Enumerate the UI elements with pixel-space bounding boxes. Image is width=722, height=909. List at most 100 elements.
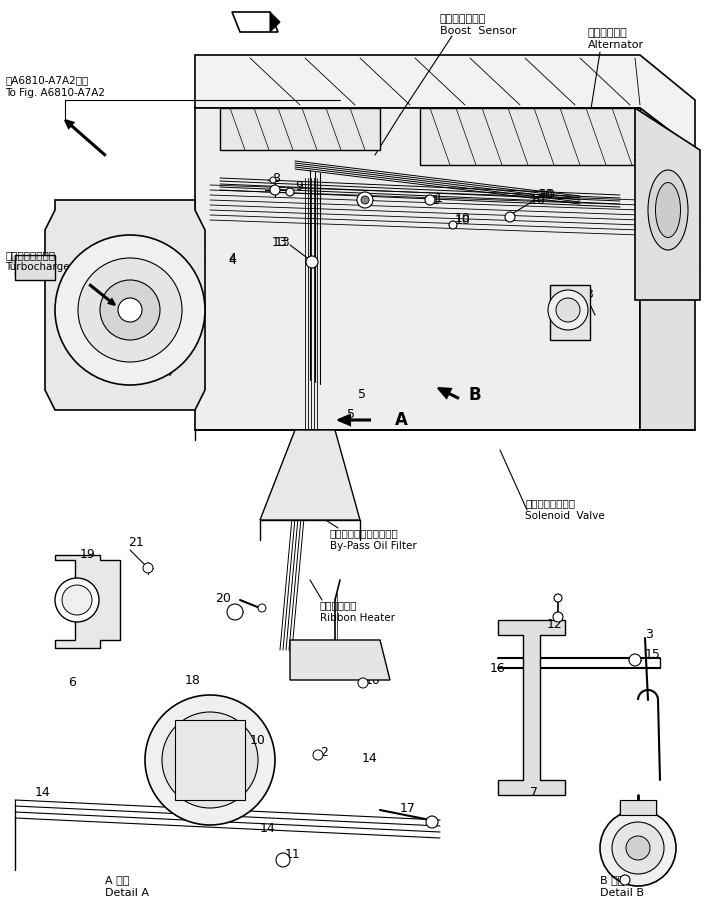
Text: 17: 17 [400,802,416,814]
Polygon shape [260,430,360,520]
Text: ターボチャージャ: ターボチャージャ [5,250,55,260]
Polygon shape [550,285,590,340]
Text: Turbocharger: Turbocharger [5,262,74,272]
Text: Alternator: Alternator [588,40,644,50]
Circle shape [78,258,182,362]
Text: ソレノイドバルブ: ソレノイドバルブ [525,498,575,508]
Text: 7: 7 [530,786,538,800]
Text: 14: 14 [362,752,378,764]
Text: 10: 10 [250,734,266,746]
Circle shape [270,177,276,183]
Polygon shape [635,108,700,300]
Text: Boost  Sensor: Boost Sensor [440,26,516,36]
Circle shape [554,594,562,602]
Text: 4: 4 [228,254,236,266]
Text: 9: 9 [295,179,303,193]
Circle shape [276,853,290,867]
Text: 14: 14 [35,786,51,800]
Text: Detail B: Detail B [600,888,644,898]
Circle shape [629,654,641,666]
Circle shape [306,256,318,268]
Text: バイパスオイルフィルタ: バイパスオイルフィルタ [330,528,399,538]
Polygon shape [290,640,390,680]
Polygon shape [55,555,120,648]
Text: 5: 5 [358,388,366,402]
Text: B: B [468,386,481,404]
FancyArrow shape [90,285,115,305]
Text: 19: 19 [80,548,96,562]
Circle shape [612,822,664,874]
FancyArrow shape [338,415,370,425]
Text: 18: 18 [185,674,201,686]
Text: 10: 10 [365,674,381,686]
Text: A 詳細: A 詳細 [105,875,129,885]
Polygon shape [220,108,380,150]
Text: Ribbon Heater: Ribbon Heater [320,613,395,623]
FancyArrow shape [65,120,105,155]
Circle shape [626,836,650,860]
Text: 14: 14 [152,366,168,379]
Text: オルタネータ: オルタネータ [588,28,627,38]
Text: 12: 12 [547,618,563,632]
Text: To Fig. A6810-A7A2: To Fig. A6810-A7A2 [5,88,105,98]
Text: 4: 4 [228,252,236,265]
Text: 14: 14 [158,365,174,378]
Text: 11: 11 [285,848,301,862]
Circle shape [143,563,153,573]
Text: 15: 15 [645,648,661,662]
Text: 3: 3 [580,284,588,296]
Text: Solenoid  Valve: Solenoid Valve [525,511,605,521]
Circle shape [361,196,369,204]
FancyArrow shape [438,388,458,398]
Text: 第A6810-A7A2図へ: 第A6810-A7A2図へ [5,75,88,85]
Text: By-Pass Oil Filter: By-Pass Oil Filter [330,541,417,551]
Circle shape [449,221,457,229]
Text: 16: 16 [490,662,505,674]
Ellipse shape [648,170,688,250]
Text: 10: 10 [455,214,471,226]
Text: 13: 13 [272,235,288,248]
Circle shape [425,195,435,205]
Circle shape [270,185,280,195]
Circle shape [553,612,563,622]
Polygon shape [15,255,55,280]
Text: 10: 10 [538,188,554,202]
Circle shape [100,280,160,340]
Text: 13: 13 [275,235,291,248]
Text: 1: 1 [432,194,440,206]
Text: Detail A: Detail A [105,888,149,898]
Text: 3: 3 [585,288,593,302]
Polygon shape [195,108,640,430]
Circle shape [600,810,676,886]
Text: 10: 10 [540,188,556,202]
Polygon shape [45,200,205,410]
Circle shape [118,298,142,322]
Polygon shape [640,108,695,430]
Text: 20: 20 [215,592,231,604]
Circle shape [227,604,243,620]
Text: ブーストセンサ: ブーストセンサ [440,14,487,24]
Ellipse shape [656,183,681,237]
Polygon shape [232,12,278,32]
Circle shape [313,750,323,760]
Polygon shape [498,620,565,795]
Text: B 詳細: B 詳細 [600,875,625,885]
Text: 5: 5 [347,408,355,422]
Circle shape [505,212,515,222]
Circle shape [357,192,373,208]
Circle shape [62,585,92,615]
Circle shape [55,578,99,622]
Text: 3: 3 [645,628,653,642]
Polygon shape [420,108,640,165]
Text: 1: 1 [435,192,443,205]
Circle shape [620,875,630,885]
Circle shape [358,678,368,688]
Polygon shape [175,720,245,800]
Text: FWD: FWD [236,15,269,28]
Text: 2: 2 [320,745,328,758]
Circle shape [556,298,580,322]
Circle shape [55,235,205,385]
Circle shape [258,604,266,612]
Circle shape [426,816,438,828]
Circle shape [548,290,588,330]
